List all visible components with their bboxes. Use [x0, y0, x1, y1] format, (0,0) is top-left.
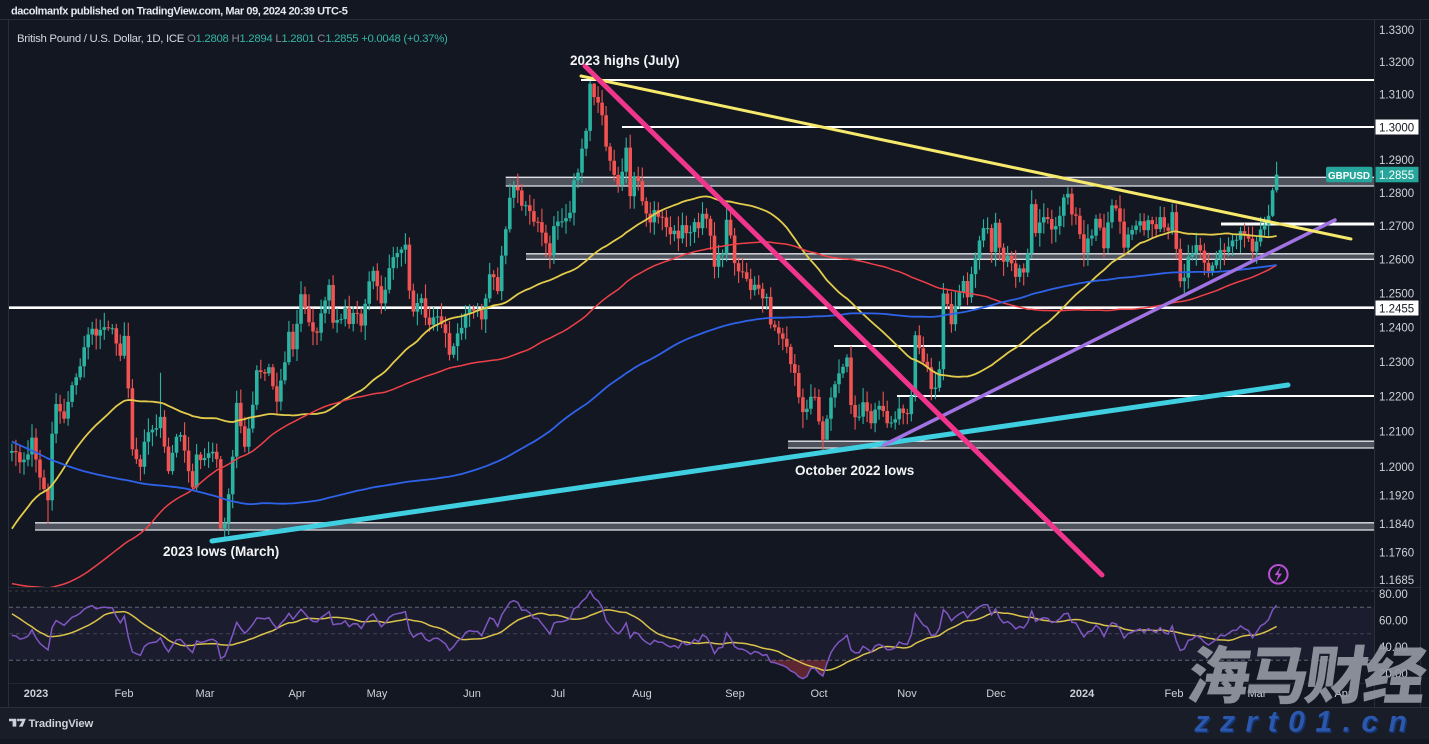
svg-text:GBPUSD: GBPUSD — [1328, 171, 1370, 182]
svg-text:1.1920: 1.1920 — [1379, 490, 1414, 502]
svg-text:Nov: Nov — [897, 688, 917, 700]
svg-text:60.00: 60.00 — [1379, 616, 1408, 628]
svg-text:1.2300: 1.2300 — [1379, 357, 1414, 369]
svg-text:Jun: Jun — [463, 688, 481, 700]
svg-text:1.3300: 1.3300 — [1379, 25, 1414, 37]
svg-text:2023 lows (March): 2023 lows (March) — [163, 544, 279, 559]
svg-text:zzrt01.cn: zzrt01.cn — [1195, 707, 1419, 739]
svg-text:TradingView: TradingView — [29, 718, 94, 730]
svg-text:1.2455: 1.2455 — [1379, 304, 1414, 316]
svg-text:80.00: 80.00 — [1379, 589, 1408, 601]
svg-text:2023: 2023 — [24, 688, 48, 700]
svg-text:October 2022 lows: October 2022 lows — [795, 463, 914, 478]
svg-text:1.2000: 1.2000 — [1379, 462, 1414, 474]
svg-text:zzrt01.cn: zzrt01.cn — [1194, 706, 1418, 739]
svg-text:May: May — [367, 688, 388, 700]
svg-text:1.2100: 1.2100 — [1379, 427, 1414, 439]
svg-text:1.1840: 1.1840 — [1379, 519, 1414, 531]
svg-text:1.3200: 1.3200 — [1379, 57, 1414, 69]
svg-text:1.2400: 1.2400 — [1379, 323, 1414, 335]
svg-text:Apr: Apr — [288, 688, 305, 700]
svg-text:2023 highs (July): 2023 highs (July) — [570, 53, 680, 68]
svg-text:1.2800: 1.2800 — [1379, 188, 1414, 200]
svg-text:Aug: Aug — [632, 688, 652, 700]
svg-text:1.1685: 1.1685 — [1379, 575, 1414, 587]
svg-text:1.2200: 1.2200 — [1379, 392, 1414, 404]
svg-text:dacolmanfx published on Tradin: dacolmanfx published on TradingView.com,… — [11, 6, 348, 18]
svg-text:Oct: Oct — [810, 688, 827, 700]
svg-text:Dec: Dec — [986, 688, 1006, 700]
svg-text:1.2855: 1.2855 — [1379, 170, 1414, 182]
svg-text:1.1760: 1.1760 — [1379, 548, 1414, 560]
svg-text:1.2900: 1.2900 — [1379, 155, 1414, 167]
svg-text:2024: 2024 — [1070, 688, 1095, 700]
svg-text:1.3100: 1.3100 — [1379, 89, 1414, 101]
svg-text:Jul: Jul — [551, 688, 565, 700]
svg-text:Feb: Feb — [1165, 688, 1184, 700]
svg-text:Feb: Feb — [115, 688, 134, 700]
svg-text:Mar: Mar — [196, 688, 215, 700]
svg-text:British Pound / U.S. Dollar, 1: British Pound / U.S. Dollar, 1D, ICE O1.… — [17, 33, 448, 45]
svg-text:1.2600: 1.2600 — [1379, 255, 1414, 267]
svg-text:1.2500: 1.2500 — [1379, 289, 1414, 301]
svg-text:Sep: Sep — [725, 688, 745, 700]
svg-text:1.2700: 1.2700 — [1379, 221, 1414, 233]
svg-text:1.3000: 1.3000 — [1379, 123, 1414, 135]
